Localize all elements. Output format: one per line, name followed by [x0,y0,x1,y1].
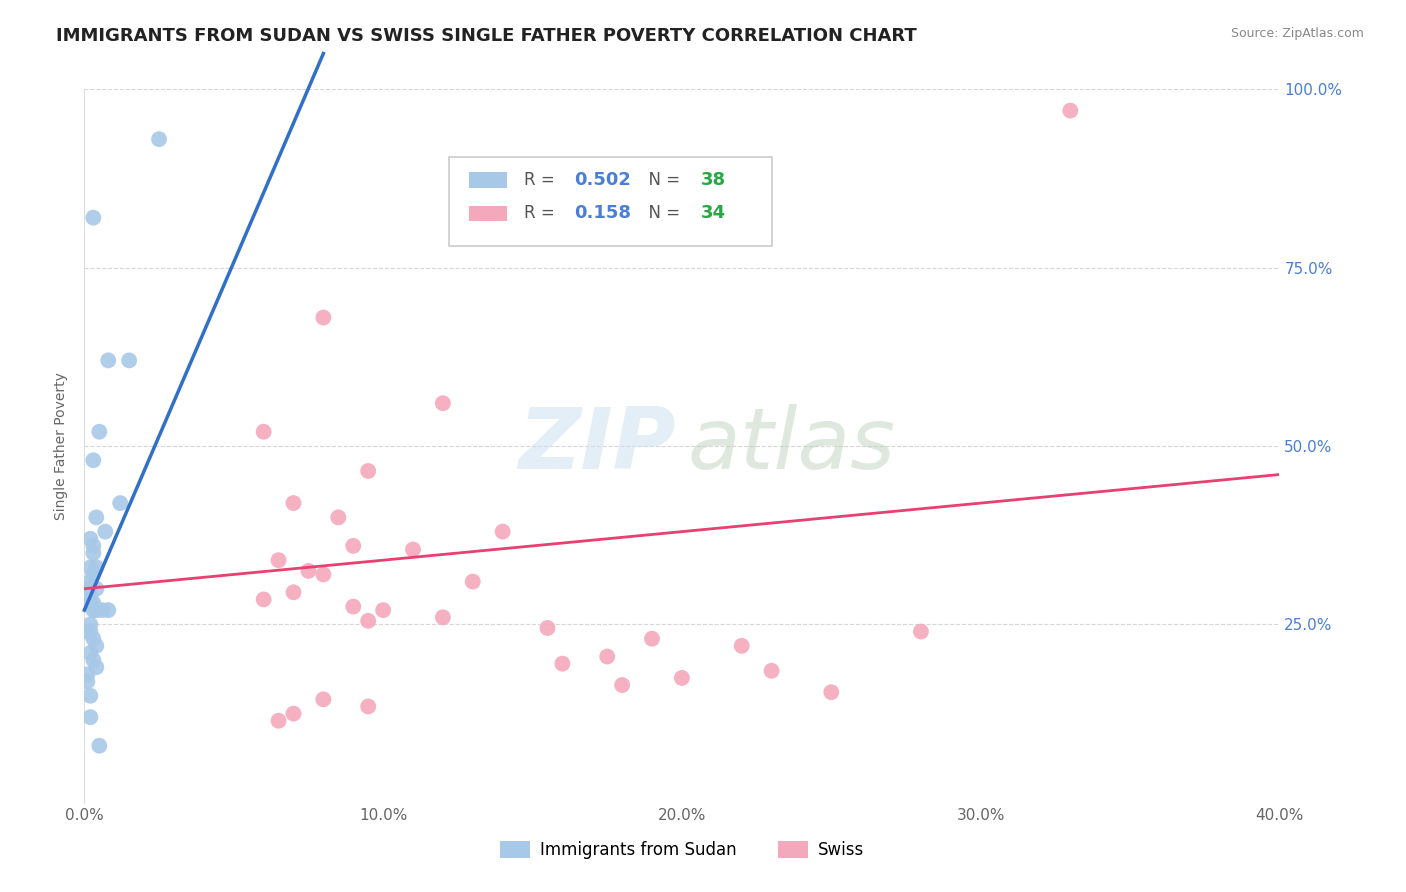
Text: N =: N = [638,204,685,222]
Point [596,649,619,664]
Point [79,532,101,546]
Point [328,510,350,524]
Point [79,710,101,724]
Point [312,692,335,706]
Point [86,639,108,653]
Point [82,567,104,582]
Point [76,624,98,639]
Bar [470,172,508,187]
Point [79,574,101,589]
Point [910,624,932,639]
Point [312,310,335,325]
Point [551,657,574,671]
Point [86,510,108,524]
Point [76,674,98,689]
Point [267,553,290,567]
Point [1059,103,1081,118]
Legend: Immigrants from Sudan, Swiss: Immigrants from Sudan, Swiss [494,834,870,866]
Point [253,592,276,607]
Text: N =: N = [638,171,685,189]
Text: 38: 38 [702,171,725,189]
Point [91,603,114,617]
Point [148,132,170,146]
Y-axis label: Single Father Poverty: Single Father Poverty [55,372,69,520]
Point [357,464,380,478]
Point [76,667,98,681]
Point [110,496,132,510]
Point [86,660,108,674]
Point [357,699,380,714]
Point [283,496,305,510]
Point [536,621,558,635]
Point [671,671,693,685]
FancyBboxPatch shape [449,157,772,246]
Point [89,425,111,439]
Point [82,546,104,560]
Point [373,603,395,617]
Point [820,685,842,699]
Text: ZIP: ZIP [519,404,676,488]
Text: Source: ZipAtlas.com: Source: ZipAtlas.com [1230,27,1364,40]
Point [82,596,104,610]
Point [461,574,484,589]
Point [86,582,108,596]
Point [79,617,101,632]
Point [82,453,104,467]
Text: 0.158: 0.158 [575,204,631,222]
Point [432,396,454,410]
Point [612,678,634,692]
Point [312,567,335,582]
Bar [470,205,508,221]
Point [761,664,783,678]
Text: atlas: atlas [688,404,896,488]
Point [79,560,101,574]
Point [283,585,305,599]
Point [79,596,101,610]
Point [97,353,120,368]
Point [253,425,276,439]
Point [86,603,108,617]
Point [82,632,104,646]
Text: 0.502: 0.502 [575,171,631,189]
Point [82,603,104,617]
Point [402,542,425,557]
Text: R =: R = [524,171,560,189]
Point [267,714,290,728]
Point [342,539,364,553]
Point [118,353,141,368]
Text: 34: 34 [702,204,725,222]
Point [82,653,104,667]
Point [79,689,101,703]
Point [641,632,664,646]
Point [731,639,754,653]
Point [76,582,98,596]
Point [297,564,319,578]
Text: R =: R = [524,204,565,222]
Point [79,589,101,603]
Point [283,706,305,721]
Point [97,603,120,617]
Point [79,624,101,639]
Point [82,539,104,553]
Point [82,211,104,225]
Point [86,560,108,574]
Point [432,610,454,624]
Text: IMMIGRANTS FROM SUDAN VS SWISS SINGLE FATHER POVERTY CORRELATION CHART: IMMIGRANTS FROM SUDAN VS SWISS SINGLE FA… [56,27,917,45]
Point [357,614,380,628]
Point [342,599,364,614]
Point [79,646,101,660]
Point [492,524,515,539]
Point [89,739,111,753]
Point [94,524,117,539]
